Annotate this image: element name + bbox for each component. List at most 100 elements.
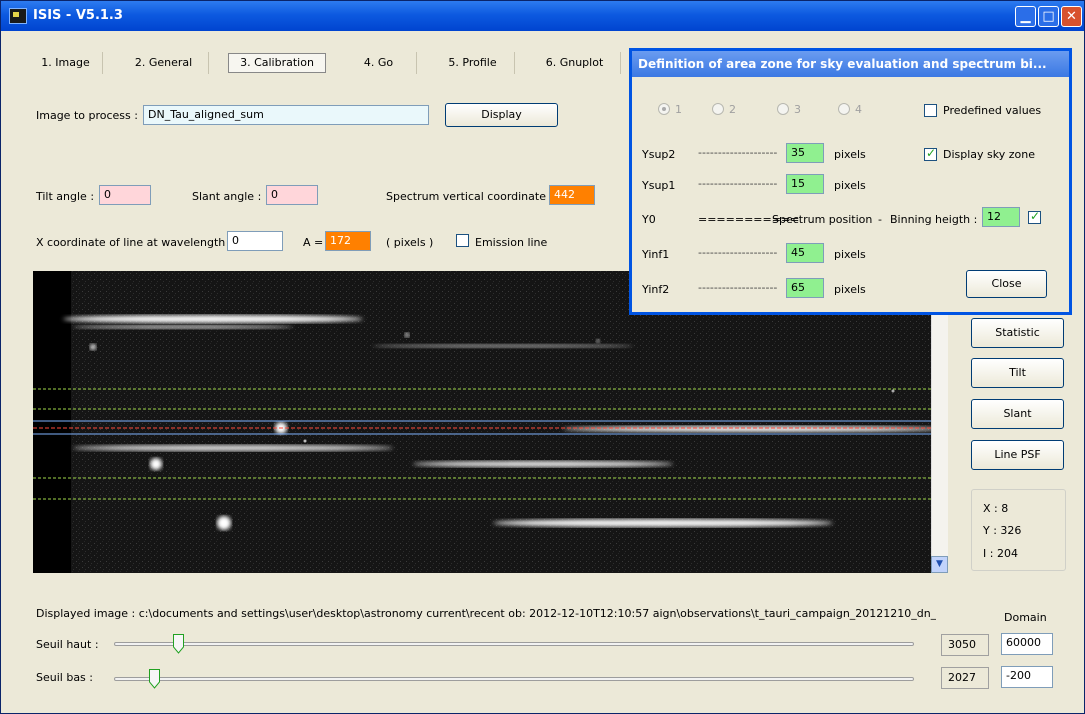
- spectrum-streak: [63, 315, 363, 323]
- seuil-bas-slider-thumb[interactable]: [149, 669, 160, 689]
- image-vertical-scrollbar[interactable]: [931, 271, 948, 573]
- ysup1-dashes: --------------------: [698, 177, 778, 190]
- spectrum-streak: [373, 344, 633, 348]
- domain-label: Domain: [1004, 611, 1047, 624]
- y0-label: Y0: [642, 213, 656, 226]
- radio-2-label: 2: [729, 103, 736, 116]
- radio-3-label: 3: [794, 103, 801, 116]
- ysup1-label: Ysup1: [642, 179, 676, 192]
- spectrum-coordinate-label: Spectrum vertical coordinate :: [386, 190, 554, 203]
- dialog-title[interactable]: Definition of area zone for sky evaluati…: [632, 51, 1069, 77]
- ysup2-input[interactable]: 35: [786, 143, 824, 163]
- emission-line-label: Emission line: [475, 236, 548, 249]
- yinf2-input[interactable]: 65: [786, 278, 824, 298]
- yinf2-unit: pixels: [834, 283, 866, 296]
- radio-4-label: 4: [855, 103, 862, 116]
- slant-button[interactable]: Slant: [971, 399, 1064, 429]
- seuil-bas-label: Seuil bas :: [36, 671, 93, 684]
- a-value[interactable]: 172: [325, 231, 371, 251]
- ysup2-dashes: --------------------: [698, 146, 778, 159]
- scroll-down-button[interactable]: ▼: [931, 556, 948, 573]
- xcoord-label: X coordinate of line at wavelength: [36, 236, 226, 249]
- yinf1-input[interactable]: 45: [786, 243, 824, 263]
- star: [891, 389, 895, 393]
- cursor-y: Y : 326: [983, 524, 1022, 537]
- close-window-button[interactable]: ✕: [1061, 6, 1082, 27]
- tab-calibration[interactable]: 3. Calibration: [228, 53, 326, 73]
- star: [90, 344, 96, 350]
- binning-height-input[interactable]: 12: [982, 207, 1020, 227]
- emission-line-checkbox[interactable]: [456, 234, 469, 247]
- displayed-image-path: Displayed image : c:\documents and setti…: [36, 607, 936, 620]
- tilt-angle-input[interactable]: 0: [99, 185, 151, 205]
- display-sky-zone-checkbox[interactable]: [924, 146, 937, 161]
- binning-height-label: Binning heigth :: [890, 213, 978, 226]
- radio-1-label: 1: [675, 103, 682, 116]
- yinf1-dashes: --------------------: [698, 246, 778, 259]
- maximize-button[interactable]: □: [1038, 6, 1059, 27]
- tab-go[interactable]: 4. Go: [341, 52, 417, 74]
- seuil-bas-slider-track[interactable]: [114, 677, 914, 681]
- tab-image[interactable]: 1. Image: [29, 52, 103, 74]
- spectrum-position-label: Spectrum position: [772, 213, 873, 226]
- radio-2[interactable]: [712, 103, 724, 115]
- tilt-button[interactable]: Tilt: [971, 358, 1064, 388]
- spectrum-streak: [73, 445, 393, 451]
- ysup1-unit: pixels: [834, 179, 866, 192]
- predefined-values-label: Predefined values: [943, 104, 1042, 117]
- tab-gnuplot[interactable]: 6. Gnuplot: [529, 52, 621, 74]
- sky-zone-dialog: Definition of area zone for sky evaluati…: [629, 48, 1072, 315]
- radio-1[interactable]: [658, 103, 670, 115]
- radio-3[interactable]: [777, 103, 789, 115]
- spectrum-streak: [413, 461, 673, 467]
- spectrum-streak: [73, 325, 293, 329]
- a-label: A =: [303, 236, 324, 249]
- yinf2-label: Yinf2: [642, 283, 670, 296]
- pixels-units-label: ( pixels ): [386, 236, 434, 249]
- tab-profile[interactable]: 5. Profile: [431, 52, 515, 74]
- star: [303, 439, 307, 443]
- yinf1-label: Yinf1: [642, 248, 670, 261]
- domain-low-input[interactable]: -200: [1001, 666, 1053, 688]
- radio-4[interactable]: [838, 103, 850, 115]
- minimize-button[interactable]: ▁: [1015, 6, 1036, 27]
- app-icon: [9, 8, 27, 24]
- line-psf-button[interactable]: Line PSF: [971, 440, 1064, 470]
- star: [404, 332, 410, 338]
- seuil-haut-label: Seuil haut :: [36, 638, 99, 651]
- spectrum-image-canvas: [33, 271, 933, 573]
- ysup2-unit: pixels: [834, 148, 866, 161]
- window-title: ISIS - V5.1.3: [33, 8, 123, 23]
- statistic-button[interactable]: Statistic: [971, 318, 1064, 348]
- predefined-values-checkbox[interactable]: [924, 104, 937, 117]
- tab-general[interactable]: 2. General: [119, 52, 209, 74]
- binning-checkbox[interactable]: [1028, 209, 1041, 224]
- title-bar[interactable]: ISIS - V5.1.3 ▁ □ ✕: [1, 1, 1084, 31]
- star: [150, 458, 162, 470]
- spectrum-coordinate-input[interactable]: 442: [549, 185, 595, 205]
- slant-angle-input[interactable]: 0: [266, 185, 318, 205]
- y0-separator: -: [878, 213, 882, 226]
- spectrum-streak: [563, 426, 933, 432]
- ysup1-input[interactable]: 15: [786, 174, 824, 194]
- image-to-process-label: Image to process :: [36, 109, 138, 122]
- dialog-close-button[interactable]: Close: [966, 270, 1047, 298]
- seuil-haut-slider-track[interactable]: [114, 642, 914, 646]
- display-sky-zone-label: Display sky zone: [943, 148, 1036, 161]
- domain-high-input[interactable]: 60000: [1001, 633, 1053, 655]
- star: [217, 516, 231, 530]
- spectrum-image[interactable]: [33, 271, 933, 573]
- yinf2-dashes: --------------------: [698, 281, 778, 294]
- ysup2-label: Ysup2: [642, 148, 676, 161]
- seuil-haut-slider-thumb[interactable]: [173, 634, 184, 654]
- seuil-bas-value: 2027: [941, 667, 989, 689]
- image-to-process-input[interactable]: DN_Tau_aligned_sum: [143, 105, 429, 125]
- seuil-haut-value: 3050: [941, 634, 989, 656]
- y0-dashes: ===========: [698, 213, 800, 226]
- display-button[interactable]: Display: [445, 103, 558, 127]
- star: [596, 339, 600, 343]
- slant-angle-label: Slant angle :: [192, 190, 262, 203]
- xcoord-input[interactable]: 0: [227, 231, 283, 251]
- yinf1-unit: pixels: [834, 248, 866, 261]
